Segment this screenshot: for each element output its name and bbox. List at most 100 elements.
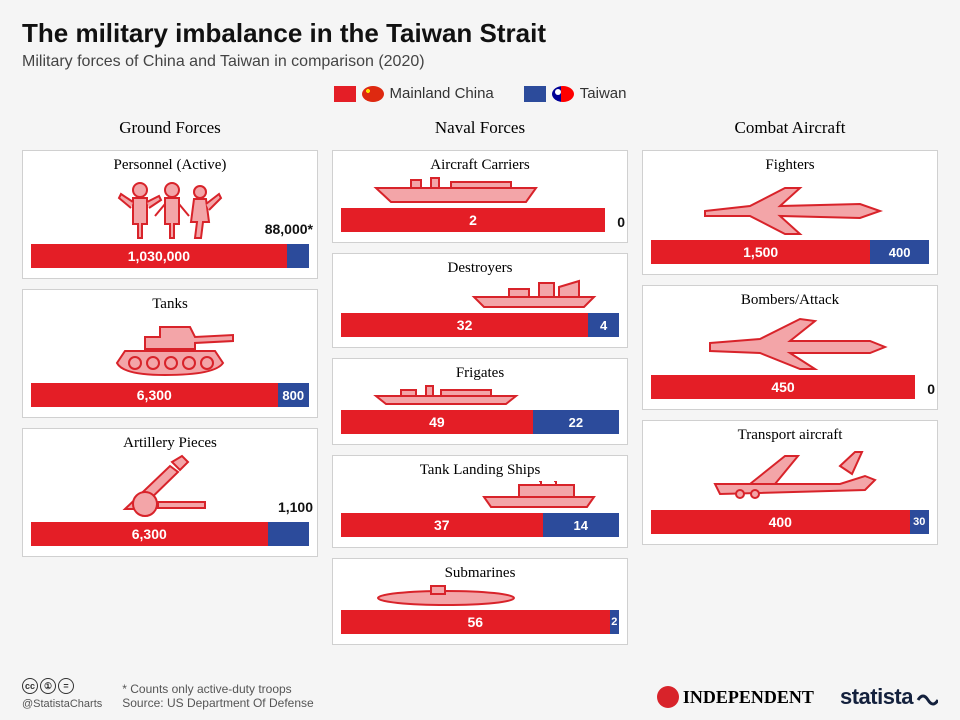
statista-label: statista (840, 684, 913, 710)
transport-taiwan-value: 30 (913, 516, 925, 528)
frigates-china-value: 49 (429, 414, 445, 430)
card-frigates: Frigates 49 22 (332, 358, 628, 445)
legend-taiwan: Taiwan (524, 85, 627, 102)
legend-china: Mainland China (334, 85, 494, 102)
tanks-china-value: 6,300 (137, 387, 172, 403)
carrier-icon (341, 176, 619, 204)
artillery-icon (31, 454, 309, 518)
col-header-naval: Naval Forces (332, 118, 628, 138)
card-title-destroyers: Destroyers (341, 260, 619, 277)
footer-right: INDEPENDENT statista (657, 684, 938, 710)
bar-transport-china: 400 (651, 510, 910, 534)
card-carriers: Aircraft Carriers 0 2 (332, 150, 628, 243)
statista-wave-icon (916, 686, 938, 708)
bar-tanks: 6,300 800 (31, 383, 309, 407)
bar-personnel: 1,030,000 (31, 244, 309, 268)
cc-license-icon: cc①= (22, 678, 102, 694)
bar-landing-taiwan: 14 (543, 513, 619, 537)
legend-taiwan-label: Taiwan (580, 85, 627, 102)
card-subs: Submarines 56 2 (332, 558, 628, 645)
bar-destroyers: 32 4 (341, 313, 619, 337)
independent-label: INDEPENDENT (683, 687, 814, 708)
transport-china-value: 400 (769, 514, 792, 530)
artillery-taiwan-label: 1,100 (278, 499, 313, 515)
bar-bombers-china: 450 (651, 375, 915, 399)
artillery-china-value: 6,300 (132, 526, 167, 542)
bar-tanks-taiwan: 800 (278, 383, 309, 407)
subs-china-value: 56 (467, 614, 483, 630)
carriers-china-value: 2 (469, 212, 477, 228)
landing-ship-icon (341, 481, 619, 509)
bar-transport: 400 30 (651, 510, 929, 534)
bar-destroyers-china: 32 (341, 313, 588, 337)
carriers-taiwan-label: 0 (617, 214, 625, 230)
bar-fighters-china: 1,500 (651, 240, 870, 264)
card-artillery: Artillery Pieces 1,100 6,300 (22, 428, 318, 557)
destroyers-taiwan-value: 4 (600, 318, 607, 333)
legend-swatch-taiwan (524, 86, 546, 102)
chart-title: The military imbalance in the Taiwan Str… (22, 18, 938, 49)
bar-transport-taiwan: 30 (910, 510, 929, 534)
fighters-taiwan-value: 400 (889, 245, 911, 260)
flag-taiwan-icon (552, 86, 574, 102)
independent-logo: INDEPENDENT (657, 686, 814, 708)
tank-icon (31, 315, 309, 379)
bar-subs: 56 2 (341, 610, 619, 634)
card-destroyers: Destroyers 32 4 (332, 253, 628, 348)
col-header-aircraft: Combat Aircraft (642, 118, 938, 138)
card-personnel: Personnel (Active) 88,000* 1,030,000 (22, 150, 318, 279)
card-title-bombers: Bombers/Attack (651, 292, 929, 309)
statista-logo: statista (840, 684, 938, 710)
transport-icon (651, 446, 929, 506)
fighter-icon (651, 176, 929, 236)
column-aircraft: Combat Aircraft Fighters 1,500 400 Bombe… (642, 118, 938, 645)
card-title-tanks: Tanks (31, 296, 309, 313)
card-fighters: Fighters 1,500 400 (642, 150, 938, 275)
card-landing: Tank Landing Ships 37 14 (332, 455, 628, 548)
fighters-china-value: 1,500 (743, 244, 778, 260)
independent-eagle-icon (657, 686, 679, 708)
bar-artillery: 6,300 (31, 522, 309, 546)
tanks-taiwan-value: 800 (282, 388, 304, 403)
column-ground: Ground Forces Personnel (Active) 88,000*… (22, 118, 318, 645)
card-tanks: Tanks 6,300 800 (22, 289, 318, 418)
bar-frigates-taiwan: 22 (533, 410, 619, 434)
bar-carriers: 2 (341, 208, 605, 232)
personnel-taiwan-label: 88,000* (265, 221, 313, 237)
bar-personnel-taiwan (287, 244, 309, 268)
footer-left: cc①= @StatistaCharts (22, 678, 102, 710)
frigate-icon (341, 384, 619, 406)
handle: @StatistaCharts (22, 698, 102, 710)
bombers-china-value: 450 (771, 379, 794, 395)
bar-subs-china: 56 (341, 610, 610, 634)
bar-frigates: 49 22 (341, 410, 619, 434)
bombers-taiwan-label: 0 (927, 381, 935, 397)
bar-tanks-china: 6,300 (31, 383, 278, 407)
card-bombers: Bombers/Attack 0 450 (642, 285, 938, 410)
bar-carriers-china: 2 (341, 208, 605, 232)
columns-container: Ground Forces Personnel (Active) 88,000*… (22, 118, 938, 645)
personnel-china-value: 1,030,000 (128, 248, 190, 264)
submarine-icon (341, 584, 619, 606)
card-title-frigates: Frigates (341, 365, 619, 382)
destroyers-china-value: 32 (457, 317, 473, 333)
source: Source: US Department Of Defense (122, 696, 657, 710)
bar-landing-china: 37 (341, 513, 543, 537)
bar-landing: 37 14 (341, 513, 619, 537)
bar-destroyers-taiwan: 4 (588, 313, 619, 337)
bomber-icon (651, 311, 929, 371)
card-title-fighters: Fighters (651, 157, 929, 174)
bar-frigates-china: 49 (341, 410, 533, 434)
footer-text: * Counts only active-duty troops Source:… (102, 682, 657, 710)
col-header-ground: Ground Forces (22, 118, 318, 138)
card-title-transport: Transport aircraft (651, 427, 929, 444)
landing-china-value: 37 (434, 517, 450, 533)
card-title-subs: Submarines (341, 565, 619, 582)
subs-taiwan-value: 2 (611, 616, 617, 628)
column-naval: Naval Forces Aircraft Carriers 0 2 Destr… (332, 118, 628, 645)
footnote: * Counts only active-duty troops (122, 682, 657, 696)
card-title-artillery: Artillery Pieces (31, 435, 309, 452)
bar-fighters-taiwan: 400 (870, 240, 929, 264)
landing-taiwan-value: 14 (574, 518, 588, 533)
chart-subtitle: Military forces of China and Taiwan in c… (22, 53, 938, 71)
